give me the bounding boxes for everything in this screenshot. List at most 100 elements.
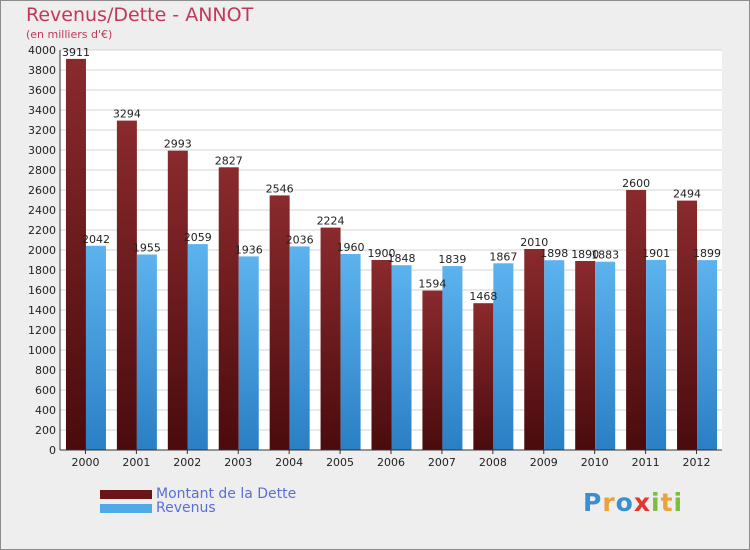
x-tick-label: 2000 <box>71 456 99 469</box>
data-label-dette: 2224 <box>317 215 345 228</box>
data-label-revenus: 1960 <box>337 241 365 254</box>
data-label-revenus: 2036 <box>286 233 314 246</box>
data-label-dette: 1890 <box>571 248 599 261</box>
bar-dette <box>575 261 596 450</box>
legend-label-dette: Montant de la Dette <box>156 486 297 502</box>
x-tick-label: 2003 <box>224 456 252 469</box>
bar-revenus <box>646 259 667 450</box>
chart-subtitle: (en milliers d'€) <box>26 28 113 41</box>
x-tick-label: 2010 <box>581 456 609 469</box>
bar-dette <box>371 260 392 450</box>
data-label-dette: 2993 <box>164 138 192 151</box>
y-tick-label: 3600 <box>28 84 56 97</box>
bar-dette <box>626 190 647 450</box>
bar-revenus <box>391 265 412 450</box>
bar-dette <box>65 58 86 451</box>
logo-letter: P <box>583 488 603 517</box>
y-tick-label: 1800 <box>28 264 56 277</box>
y-tick-label: 3000 <box>28 144 56 157</box>
bar-revenus <box>238 256 259 450</box>
bar-revenus <box>595 261 616 450</box>
x-tick-label: 2009 <box>530 456 558 469</box>
bar-dette <box>218 167 239 451</box>
bar-revenus <box>493 263 514 450</box>
logo-letter: r <box>602 488 616 517</box>
y-tick-label: 2600 <box>28 184 56 197</box>
bar-dette <box>524 249 545 450</box>
x-tick-label: 2005 <box>326 456 354 469</box>
x-tick-label: 2006 <box>377 456 405 469</box>
x-tick-label: 2001 <box>122 456 150 469</box>
data-label-dette: 2827 <box>215 154 243 167</box>
proxiti-logo: Proxiti <box>583 488 683 517</box>
legend-swatch-dette <box>100 489 152 499</box>
data-label-dette: 2010 <box>520 236 548 249</box>
x-tick-label: 2011 <box>632 456 660 469</box>
x-tick-label: 2002 <box>173 456 201 469</box>
y-tick-label: 2200 <box>28 224 56 237</box>
bar-revenus <box>442 266 463 450</box>
y-tick-label: 2400 <box>28 204 56 217</box>
data-label-revenus: 1848 <box>388 252 416 265</box>
bar-dette <box>473 303 494 450</box>
data-label-dette: 1468 <box>469 290 497 303</box>
bars <box>65 58 718 451</box>
data-label-revenus: 1883 <box>591 249 619 262</box>
bar-revenus <box>289 246 310 450</box>
data-label-revenus: 1839 <box>438 253 466 266</box>
bar-revenus <box>697 260 718 450</box>
y-tick-label: 3200 <box>28 124 56 137</box>
bar-revenus <box>544 260 565 450</box>
y-tick-label: 1600 <box>28 284 56 297</box>
data-label-dette: 3294 <box>113 108 141 121</box>
data-label-revenus: 1936 <box>235 243 263 256</box>
x-tick-label: 2008 <box>479 456 507 469</box>
y-tick-label: 1400 <box>28 304 56 317</box>
logo-letter: x <box>633 488 651 517</box>
bar-dette <box>422 290 443 450</box>
legend-item-revenus: Revenus <box>100 500 216 516</box>
data-label-dette: 3911 <box>62 46 90 59</box>
data-label-revenus: 2042 <box>82 233 110 246</box>
data-label-revenus: 1867 <box>489 250 517 263</box>
legend-label-revenus: Revenus <box>156 500 216 516</box>
y-tick-label: 800 <box>35 364 56 377</box>
logo-letter: o <box>615 488 634 517</box>
bar-revenus <box>136 254 157 450</box>
legend-item-dette: Montant de la Dette <box>100 486 296 502</box>
data-label-dette: 2494 <box>673 188 701 201</box>
logo-letter: i <box>651 488 661 517</box>
data-label-dette: 2546 <box>266 182 294 195</box>
y-tick-label: 600 <box>35 384 56 397</box>
data-label-dette: 1900 <box>368 247 396 260</box>
y-tick-label: 1200 <box>28 324 56 337</box>
x-tick-label: 2007 <box>428 456 456 469</box>
y-tick-label: 0 <box>49 444 56 457</box>
y-tick-label: 4000 <box>28 44 56 57</box>
data-label-dette: 2600 <box>622 177 650 190</box>
axes: 0 200 400 600 800 1000 1200 1400 1600 1800 2000 220… <box>28 44 722 469</box>
bar-dette <box>116 120 137 450</box>
bar-dette <box>677 200 698 450</box>
data-label-dette: 1594 <box>418 278 446 291</box>
y-tick-label: 400 <box>35 404 56 417</box>
chart-title: Revenus/Dette - ANNOT <box>26 4 254 26</box>
data-label-revenus: 1955 <box>133 242 161 255</box>
y-tick-label: 3400 <box>28 104 56 117</box>
logo-letter: t <box>660 488 674 517</box>
data-labels: 3911 2042 3294 1955 2993 2059 2827 1936 2546 2036… <box>62 46 721 303</box>
bar-revenus <box>340 254 361 450</box>
y-tick-label: 2800 <box>28 164 56 177</box>
data-label-revenus: 1899 <box>693 247 721 260</box>
y-tick-label: 1000 <box>28 344 56 357</box>
logo-letter: i <box>673 488 684 517</box>
bar-dette <box>320 227 341 450</box>
bar-dette <box>167 150 188 450</box>
legend-swatch-revenus <box>100 503 152 513</box>
y-tick-label: 3800 <box>28 64 56 77</box>
y-tick-label: 2000 <box>28 244 56 257</box>
bar-revenus <box>85 245 106 450</box>
x-tick-label: 2012 <box>683 456 711 469</box>
data-label-revenus: 2059 <box>184 231 212 244</box>
